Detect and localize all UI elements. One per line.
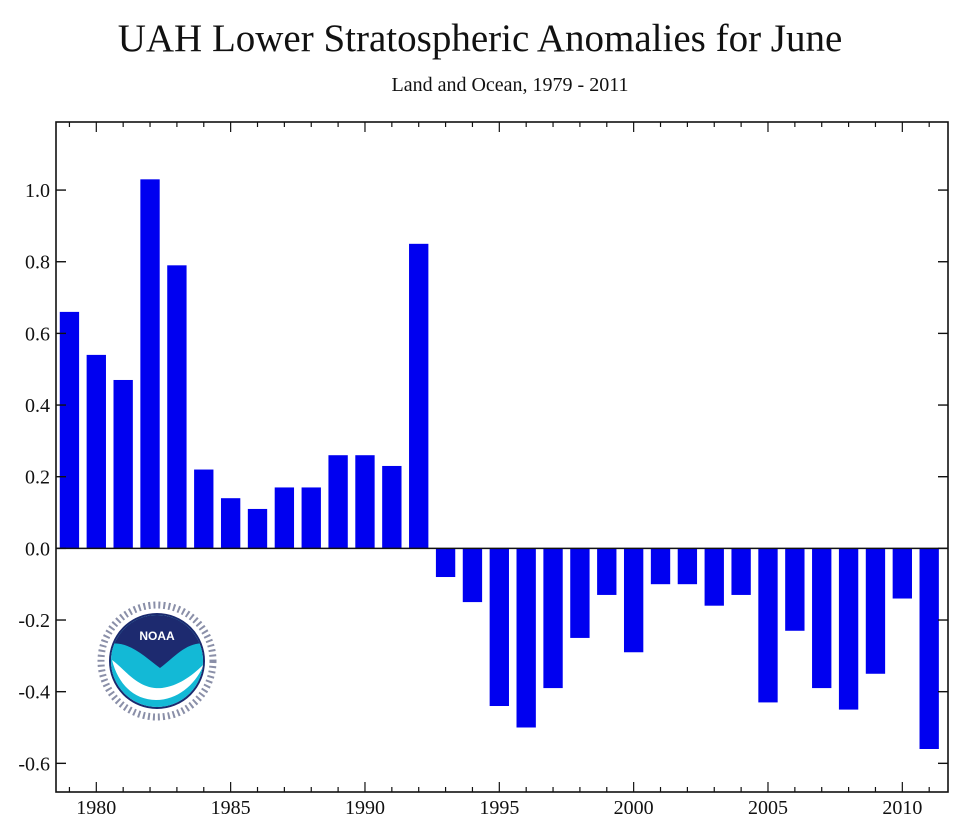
chart-title: UAH Lower Stratospheric Anomalies for Ju…	[117, 17, 843, 60]
bar-2005	[758, 548, 778, 703]
bar-1988	[301, 487, 321, 549]
y-tick-label: 0.0	[25, 538, 50, 560]
bar-1994	[462, 548, 483, 603]
bar-1991	[382, 465, 402, 549]
axes-layer: -0.6 -0.4 -0.2 0.0 0.2 0.4 0.6 0.8 1.0 1980 1985 19…	[18, 122, 948, 819]
x-tick-label: 1990	[345, 797, 385, 819]
bar-1983	[167, 265, 187, 549]
bars-layer	[59, 179, 939, 749]
noaa-logo-text: NOAA	[139, 629, 175, 643]
bar-1985	[220, 498, 241, 549]
y-tick-label: 0.8	[25, 252, 50, 274]
bar-1982	[140, 179, 160, 549]
bar-1992	[409, 243, 429, 549]
bar-2010	[892, 548, 912, 599]
plot-frame	[55, 121, 949, 793]
bar-1987	[274, 487, 295, 549]
bar-2007	[812, 548, 832, 689]
y-tick-label: -0.6	[18, 753, 50, 775]
bar-1990	[355, 455, 375, 549]
bar-2004	[731, 548, 751, 595]
y-tick-label: 0.6	[25, 323, 50, 345]
bar-2009	[865, 548, 886, 674]
bar-1980	[86, 354, 106, 549]
y-tick-label: 1.0	[25, 180, 50, 202]
y-tick-label: -0.4	[18, 682, 50, 704]
bar-1997	[543, 548, 563, 689]
y-tick-label: -0.2	[18, 610, 50, 632]
bar-1989	[328, 455, 348, 549]
chart-subtitle: Land and Ocean, 1979 - 2011	[391, 74, 629, 96]
bar-2003	[704, 548, 724, 606]
bar-1986	[247, 508, 268, 549]
x-tick-label: 1985	[211, 797, 251, 819]
bar-1993	[435, 548, 456, 578]
x-tick-label: 2000	[614, 797, 654, 819]
x-tick-label: 1995	[479, 797, 519, 819]
bar-2000	[623, 548, 644, 653]
bar-2001	[650, 548, 671, 585]
bar-2006	[785, 548, 805, 631]
bar-2008	[838, 548, 859, 710]
bar-2011	[919, 548, 939, 749]
y-tick-label: 0.4	[25, 395, 50, 417]
x-tick-label: 1980	[76, 797, 116, 819]
bar-1981	[113, 379, 133, 549]
noaa-logo-icon: NOAA	[97, 601, 217, 721]
x-tick-label: 2010	[882, 797, 922, 819]
bar-1984	[194, 469, 214, 549]
bar-1979	[59, 311, 80, 549]
bar-1998	[570, 548, 590, 638]
x-tick-label: 2005	[748, 797, 788, 819]
y-tick-label: 0.2	[25, 467, 50, 489]
bar-1999	[597, 548, 617, 595]
bar-1996	[516, 548, 536, 728]
bar-2002	[677, 548, 698, 585]
bar-1995	[489, 548, 509, 707]
